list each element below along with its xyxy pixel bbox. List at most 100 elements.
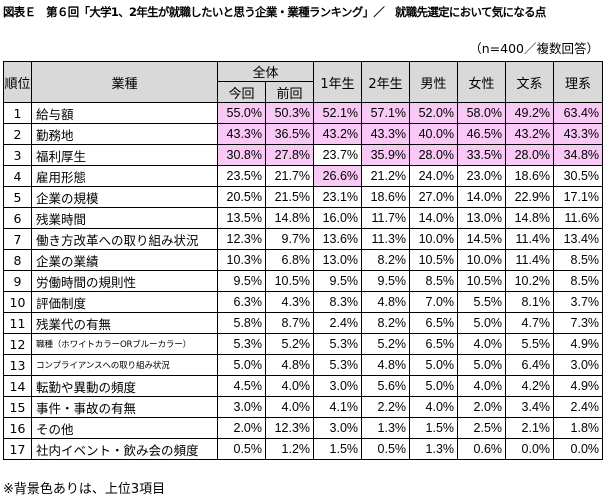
value-cell: 8.5% [553, 249, 604, 271]
value-cell: 5.5% [505, 333, 555, 355]
value-cell: 5.5% [457, 291, 507, 313]
value-cell: 27.8% [264, 144, 315, 166]
value-cell: 6.3% [217, 291, 266, 313]
item-cell: 勤務地 [31, 123, 218, 145]
value-cell: 3.7% [553, 291, 604, 313]
value-cell: 27.0% [409, 186, 459, 208]
rank-cell: 17 [3, 438, 32, 460]
value-cell: 5.3% [313, 354, 363, 376]
value-cell: 21.7% [264, 165, 315, 187]
value-cell: 40.0% [409, 123, 459, 145]
value-cell: 20.5% [217, 186, 266, 208]
value-cell: 11.4% [505, 249, 555, 271]
table-row: 1 給与額 55.0% 50.3% 52.1% 57.1% 52.0% 58.0% 49.2% 6… [3, 102, 604, 124]
header-science: 理系 [553, 61, 604, 103]
value-cell: 16.0% [313, 207, 363, 229]
value-cell: 14.0% [457, 186, 507, 208]
value-cell: 14.0% [409, 207, 459, 229]
value-cell: 23.0% [457, 165, 507, 187]
table-body: 1 給与額 55.0% 50.3% 52.1% 57.1% 52.0% 58.0% 49.2% 6… [3, 102, 604, 460]
value-cell: 22.9% [505, 186, 555, 208]
value-cell: 0.0% [553, 438, 604, 460]
table-row: 2 勤務地 43.3% 36.5% 43.2% 43.3% 40.0% 46.5% 43.2% 4… [3, 123, 604, 145]
value-cell: 30.5% [553, 165, 604, 187]
rank-cell: 4 [3, 165, 32, 187]
item-cell: コンプライアンスへの取り組み状況 [31, 354, 218, 376]
rank-cell: 1 [3, 102, 32, 124]
value-cell: 14.8% [505, 207, 555, 229]
value-cell: 43.3% [217, 123, 266, 145]
value-cell: 36.5% [264, 123, 315, 145]
table-row: 10 評価制度 6.3% 4.3% 8.3% 4.8% 7.0% 5.5% 8.1% 3.7% [3, 291, 604, 313]
value-cell: 43.2% [313, 123, 363, 145]
rank-cell: 8 [3, 249, 32, 271]
header-previous: 前回 [264, 81, 315, 103]
value-cell: 9.5% [217, 270, 266, 292]
value-cell: 0.5% [361, 438, 411, 460]
value-cell: 4.0% [264, 396, 315, 418]
header-item: 業種 [31, 61, 218, 103]
value-cell: 57.1% [361, 102, 411, 124]
value-cell: 6.8% [264, 249, 315, 271]
value-cell: 5.6% [361, 375, 411, 397]
rank-cell: 9 [3, 270, 32, 292]
table-row: 9 労働時間の規則性 9.5% 10.5% 9.5% 9.5% 8.5% 10.5% 10.2%… [3, 270, 604, 292]
value-cell: 2.1% [505, 417, 555, 439]
value-cell: 1.3% [361, 417, 411, 439]
item-cell: 残業時間 [31, 207, 218, 229]
value-cell: 3.0% [313, 417, 363, 439]
value-cell: 10.2% [505, 270, 555, 292]
value-cell: 5.0% [457, 312, 507, 334]
value-cell: 0.6% [457, 438, 507, 460]
value-cell: 28.0% [409, 144, 459, 166]
value-cell: 4.3% [264, 291, 315, 313]
value-cell: 5.3% [313, 333, 363, 355]
value-cell: 10.5% [409, 249, 459, 271]
value-cell: 1.2% [264, 438, 315, 460]
value-cell: 5.0% [409, 375, 459, 397]
item-cell: 雇用形態 [31, 165, 218, 187]
value-cell: 8.2% [361, 249, 411, 271]
ranking-table: 順位 業種 全体 1年生 2年生 男性 女性 文系 理系 今回 前回 1 給与額 5… [3, 61, 604, 460]
value-cell: 43.2% [505, 123, 555, 145]
value-cell: 7.3% [553, 312, 604, 334]
table-row: 7 働き方改革への取り組み状況 12.3% 9.7% 13.6% 11.3% 10.0% 14… [3, 228, 604, 250]
value-cell: 2.5% [457, 417, 507, 439]
value-cell: 4.8% [361, 354, 411, 376]
value-cell: 13.0% [313, 249, 363, 271]
value-cell: 50.3% [264, 102, 315, 124]
value-cell: 5.0% [409, 354, 459, 376]
header-year2: 2年生 [361, 61, 411, 103]
header-overall: 全体 [216, 61, 315, 82]
value-cell: 46.5% [457, 123, 507, 145]
value-cell: 10.0% [457, 249, 507, 271]
rank-cell: 6 [3, 207, 32, 229]
table-row: 6 残業時間 13.5% 14.8% 16.0% 11.7% 14.0% 13.0% 14.8%… [3, 207, 604, 229]
footnote: ※背景色ありは、上位3項目 [3, 482, 166, 497]
table-row: 17 社内イベント・飲み会の頻度 0.5% 1.2% 1.5% 0.5% 1.3% 0.6% 0… [3, 438, 604, 460]
item-cell: 企業の業績 [31, 249, 218, 271]
sample-size-note: （n=400／複数回答） [469, 41, 599, 56]
value-cell: 28.0% [505, 144, 555, 166]
value-cell: 2.4% [313, 312, 363, 334]
value-cell: 3.4% [505, 396, 555, 418]
table-row: 13 コンプライアンスへの取り組み状況 5.0% 4.8% 5.3% 4.8% 5.0% 5.… [3, 354, 604, 376]
table-row: 15 事件・事故の有無 3.0% 4.0% 4.1% 2.2% 4.0% 2.0% 3.4% 2.… [3, 396, 604, 418]
item-cell: 事件・事故の有無 [31, 396, 218, 418]
rank-cell: 11 [3, 312, 32, 334]
header-male: 男性 [409, 61, 459, 103]
value-cell: 11.4% [505, 228, 555, 250]
value-cell: 2.0% [457, 396, 507, 418]
item-cell: 残業代の有無 [31, 312, 218, 334]
item-cell: 評価制度 [31, 291, 218, 313]
value-cell: 3.0% [217, 396, 266, 418]
value-cell: 5.8% [217, 312, 266, 334]
value-cell: 9.5% [313, 270, 363, 292]
value-cell: 63.4% [553, 102, 604, 124]
value-cell: 6.4% [505, 354, 555, 376]
value-cell: 11.6% [553, 207, 604, 229]
value-cell: 4.0% [457, 333, 507, 355]
rank-cell: 7 [3, 228, 32, 250]
figure-title: 図表Ｅ 第６回「大学1、2年生が就職したいと思う企業・業種ランキング」／ 就職先… [3, 5, 546, 19]
value-cell: 4.8% [264, 354, 315, 376]
